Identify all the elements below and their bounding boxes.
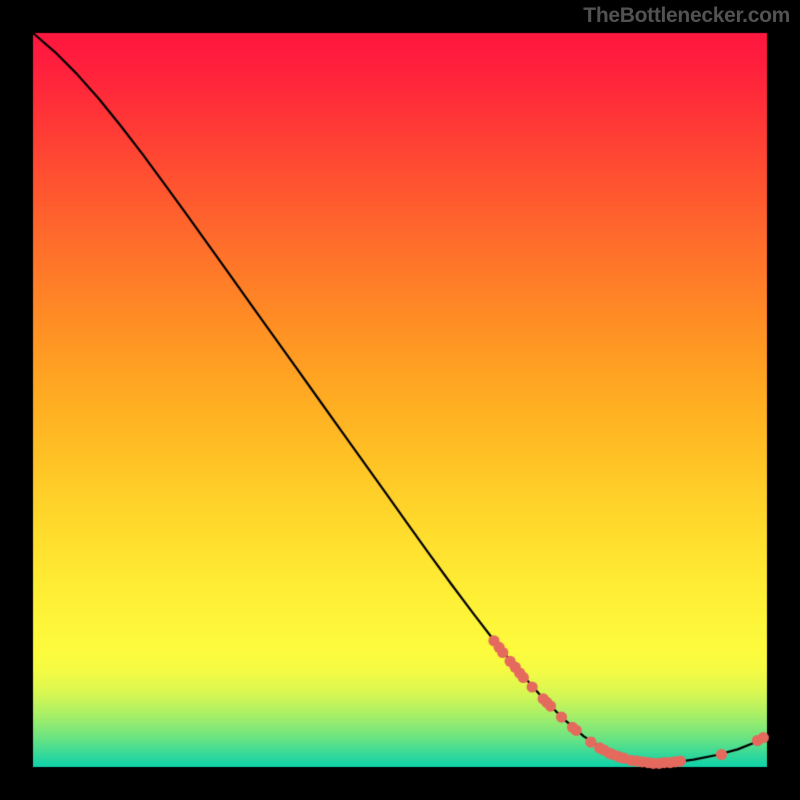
bottleneck-chart-canvas [0,0,800,800]
chart-container: TheBottlenecker.com [0,0,800,800]
watermark-text: TheBottlenecker.com [583,4,790,28]
